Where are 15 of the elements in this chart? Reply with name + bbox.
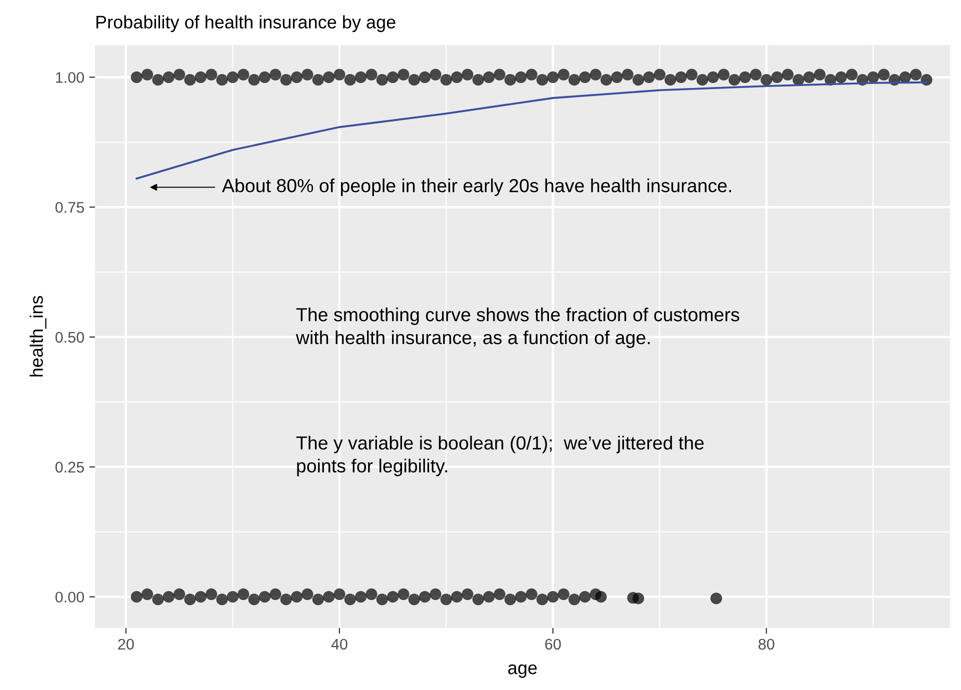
x-tick-label: 40	[331, 638, 348, 650]
y-tick-label: 0.50	[55, 332, 84, 343]
x-tick-label: 60	[545, 638, 561, 650]
annotation: The smoothing curve shows the fraction of customers with health insurance, as a function of age.	[296, 308, 740, 348]
annotation: About 80% of people in their early 20s have health insurance.	[222, 178, 732, 196]
y-axis-title: health_ins	[30, 296, 46, 376]
annotation: The y variable is boolean (0/1); we’ve jittered the points for legibility.	[296, 436, 704, 476]
x-tick-label: 20	[118, 638, 134, 650]
y-tick-label: 1.00	[56, 72, 84, 83]
chart-title: Probability of health insurance by age	[96, 15, 396, 32]
y-tick-label: 0.75	[55, 202, 84, 213]
x-tick-label: 80	[758, 638, 774, 650]
x-axis-title: age	[508, 664, 537, 678]
y-tick-label: 0.25	[55, 462, 84, 473]
y-tick-label: 0.00	[55, 592, 84, 603]
